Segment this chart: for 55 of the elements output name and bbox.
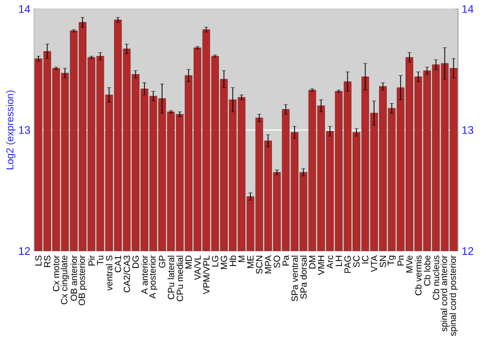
x-tick-label: A anterior [141, 255, 148, 294]
y-tick-label: 14 [19, 5, 30, 13]
x-tick-label: VTA [370, 255, 378, 272]
x-tick-label: MVe [406, 256, 413, 272]
x-tick-label: CA1 [114, 256, 122, 272]
x-tick-label: Pn [397, 256, 404, 266]
x-tick-label: Cx cingulate [60, 256, 70, 304]
x-tick-label: M [238, 256, 245, 262]
x-tick-label: SN [380, 256, 386, 268]
x-tick-label: SPa ventral [291, 256, 298, 302]
y-axis-title: Log2 (expression) [6, 90, 16, 170]
x-tick-label: OB anterior [70, 255, 78, 301]
x-tick-label: Hb [229, 256, 236, 266]
y2-tick-label: 13 [462, 126, 474, 134]
x-tick-label: Cb vermis [414, 256, 422, 296]
x-tick-label: Tu [97, 256, 104, 266]
x-tick-label: MD [185, 256, 192, 268]
x-tick-label: Arc [326, 255, 334, 269]
x-tick-label: Cb lobe [424, 256, 430, 286]
x-tick-label: LG [212, 256, 218, 266]
y2-tick-label: 14 [462, 5, 474, 13]
x-tick-label: VMH [318, 256, 324, 276]
x-tick-label: Tg [388, 256, 396, 266]
x-tick-label: VPM/VPL [202, 255, 210, 294]
x-tick-label: MPA [264, 255, 272, 274]
x-tick-label: SO [274, 256, 280, 268]
x-tick-label: RS [44, 256, 50, 267]
x-tick-label: Pa [282, 255, 289, 266]
x-tick-label: GP [158, 256, 166, 268]
x-tick-label: DM [309, 256, 316, 268]
x-tick-label: CPu lateral [168, 256, 174, 300]
x-tick-label: SC [353, 256, 360, 268]
x-tick-label: VA/VL [194, 255, 201, 280]
x-tick-label: Cx motor [52, 255, 60, 292]
x-tick-label: ME [247, 256, 254, 268]
x-tick-label: ventral S [106, 256, 112, 291]
y-tick-label: 13 [19, 126, 30, 134]
x-tick-label: OB posterior [78, 255, 87, 306]
x-tick-label: SCN [256, 256, 262, 274]
y2-tick-label: 12 [462, 247, 474, 255]
x-tick-label: SPa dorsal [300, 256, 307, 299]
x-tick-label: A posterior [149, 255, 158, 299]
x-tick-label: DG [132, 256, 139, 268]
x-tick-label: LH [336, 256, 342, 266]
x-tick-label: CPu medial [176, 256, 184, 302]
x-tick-label: MG [220, 256, 228, 269]
x-tick-label: IC [362, 256, 368, 264]
x-tick-label: PAG [344, 256, 351, 273]
x-tick-label: spinal cord anterior [440, 255, 449, 332]
x-tick-label: LS [35, 256, 42, 266]
x-tick-label: spinal cord posterior [449, 255, 458, 336]
y-tick-label: 12 [19, 247, 30, 255]
x-tick-label: CA2/CA3 [123, 256, 130, 292]
x-tick-label: Cb nucleus [432, 256, 440, 300]
x-tick-label: Pir [88, 255, 95, 266]
